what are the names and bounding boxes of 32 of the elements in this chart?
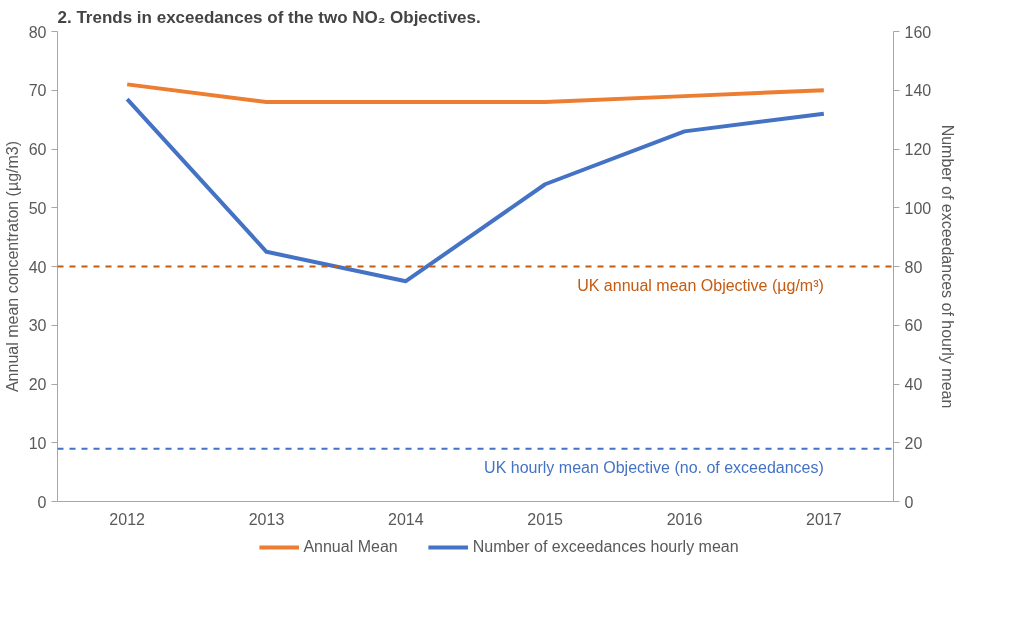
chart-title: 2. Trends in exceedances of the two NO₂ Objectives. [57,7,481,27]
y2-tick-label: 160 [904,23,932,41]
y-tick-label: 50 [28,199,47,217]
y-tick-label: 60 [28,141,47,158]
x-tick-label: 2012 [109,510,146,528]
x-tick-label: 2013 [248,510,285,528]
legend-label: Number of exceedances hourly mean [472,538,739,556]
x-tick-label: 2015 [527,510,564,528]
y2-tick-label: 120 [904,141,932,158]
legend-label: Annual Mean [303,538,398,556]
y-tick-label: 40 [28,258,47,276]
y2-tick-label: 20 [904,434,923,452]
line-series [125,82,826,104]
x-tick-label: 2016 [666,510,703,528]
y-tick-label: 10 [28,434,47,452]
y2-tick-label: 60 [904,317,923,335]
y-axis-title: Annual mean concentraton (µg/m3) [3,140,21,393]
y2-tick-label: 40 [904,376,923,393]
y-tick-label: 0 [37,493,47,511]
y2-tick-label: 80 [904,258,923,276]
y-tick-label: 30 [28,317,47,335]
ref-line-label: UK annual mean Objective (µg/m³) [577,276,824,294]
y2-tick-label: 0 [904,493,914,511]
y2-tick-label: 140 [904,82,932,100]
y2-tick-label: 100 [904,199,932,217]
y-tick-label: 20 [28,376,47,393]
y-tick-label: 80 [28,23,47,41]
y2-axis-title: Number of exceedances of hourly mean [939,124,957,409]
ref-line-label: UK hourly mean Objective (no. of exceedances) [484,458,824,476]
x-tick-label: 2014 [388,510,424,528]
x-tick-label: 2017 [806,510,842,528]
y-tick-label: 70 [28,82,47,100]
